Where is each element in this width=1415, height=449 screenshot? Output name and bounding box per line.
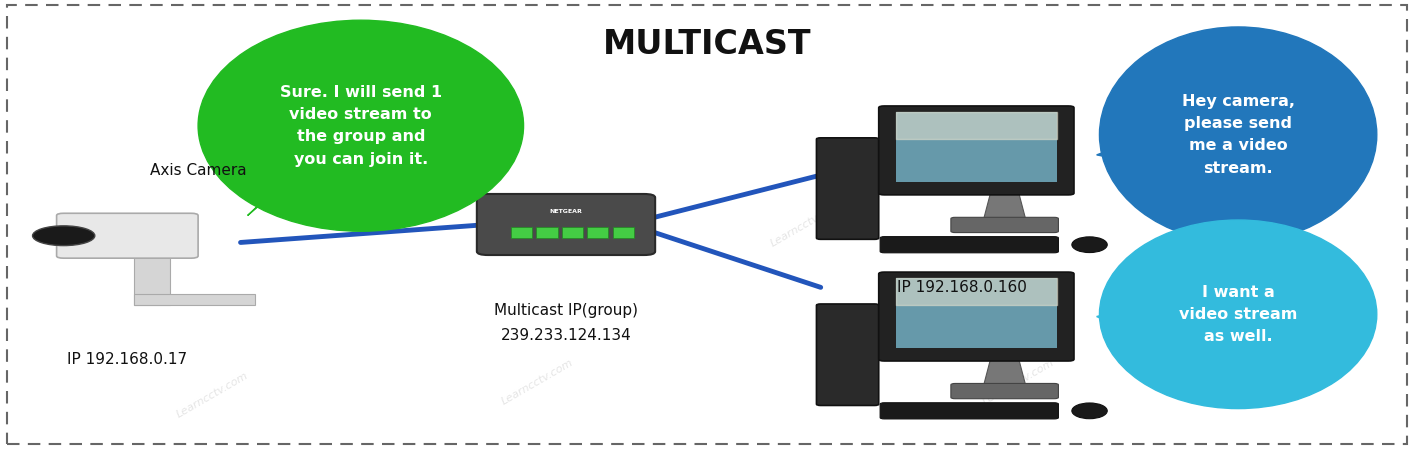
FancyBboxPatch shape [57,213,198,258]
Ellipse shape [1099,27,1377,242]
Polygon shape [1097,126,1174,162]
FancyBboxPatch shape [134,294,255,305]
Text: Multicast IP(group)
239.233.124.134: Multicast IP(group) 239.233.124.134 [494,304,638,343]
FancyBboxPatch shape [896,112,1057,182]
FancyBboxPatch shape [613,227,634,238]
FancyBboxPatch shape [587,227,608,238]
FancyBboxPatch shape [896,278,1057,348]
FancyBboxPatch shape [536,227,558,238]
Text: MULTICAST: MULTICAST [603,28,812,62]
Text: Learncctv.com: Learncctv.com [499,357,576,406]
FancyBboxPatch shape [816,304,879,405]
Text: Learncctv.com: Learncctv.com [174,370,250,420]
FancyBboxPatch shape [951,217,1058,233]
FancyBboxPatch shape [880,403,1058,419]
Text: NETGEAR: NETGEAR [549,208,583,214]
Text: Learncctv.com: Learncctv.com [981,357,1057,406]
Polygon shape [983,359,1026,386]
Text: Learncctv.com: Learncctv.com [1165,29,1241,79]
Ellipse shape [1099,220,1377,409]
Text: I want a
video stream
as well.: I want a video stream as well. [1179,285,1298,344]
Ellipse shape [1073,237,1107,252]
Ellipse shape [198,20,524,231]
Polygon shape [248,166,304,216]
Polygon shape [1097,296,1174,332]
Polygon shape [983,193,1026,220]
Text: IP 192.168.0.160: IP 192.168.0.160 [897,280,1027,295]
Text: Hey camera,
please send
me a video
stream.: Hey camera, please send me a video strea… [1182,94,1295,176]
Text: Axis Camera: Axis Camera [150,163,246,178]
Text: IP 192.168.0.17: IP 192.168.0.17 [68,352,187,367]
FancyBboxPatch shape [951,383,1058,399]
FancyBboxPatch shape [477,194,655,255]
FancyBboxPatch shape [880,237,1058,253]
FancyBboxPatch shape [511,227,532,238]
Ellipse shape [1073,403,1107,418]
Text: Learncctv.com: Learncctv.com [768,200,845,249]
FancyBboxPatch shape [816,138,879,239]
FancyBboxPatch shape [879,272,1074,361]
Circle shape [33,226,95,246]
FancyBboxPatch shape [879,106,1074,195]
Text: Sure. I will send 1
video stream to
the group and
you can join it.: Sure. I will send 1 video stream to the … [280,85,441,167]
FancyBboxPatch shape [134,251,170,305]
FancyBboxPatch shape [562,227,583,238]
